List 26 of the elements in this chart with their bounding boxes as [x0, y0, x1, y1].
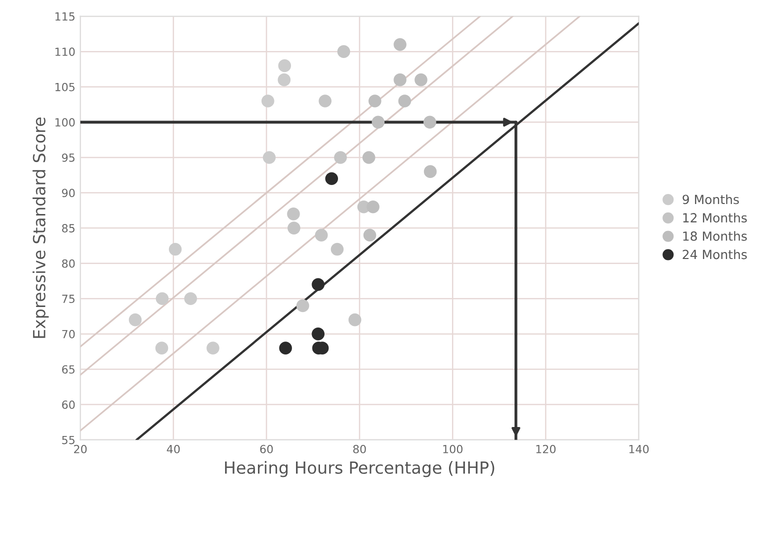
x-tick-label: 140	[629, 444, 649, 454]
x-tick-label: 60	[260, 444, 273, 454]
x-axis-title: Hearing Hours Percentage (HHP)	[225, 461, 494, 478]
legend-label: 24 Months	[682, 250, 747, 260]
y-tick-label: 80	[62, 259, 75, 268]
y-tick-label: 75	[62, 294, 74, 304]
y-tick-label: 95	[62, 153, 74, 162]
x-tick-label: 80	[353, 444, 366, 454]
legend-label: 9 Months	[682, 194, 739, 204]
legend-label: 18 Months	[683, 231, 747, 241]
x-tick-label: 120	[536, 444, 556, 454]
y-tick-label: 65	[62, 365, 74, 374]
y-tick-label: 110	[55, 48, 75, 56]
y-tick-label: 70	[62, 330, 75, 338]
y-tick-label: 85	[62, 224, 74, 232]
y-tick-label: 90	[62, 188, 75, 198]
y-tick-label: 55	[62, 436, 74, 444]
x-tick-label: 40	[166, 444, 180, 454]
y-tick-label: 60	[62, 400, 75, 409]
y-tick-label: 100	[55, 118, 75, 127]
y-tick-label: 105	[55, 82, 74, 92]
y-axis-title: Expressive Standard Score	[32, 117, 49, 338]
x-tick-label: 20	[74, 444, 87, 454]
y-tick-label: 115	[55, 12, 74, 21]
legend-label: 12 Months	[683, 212, 747, 223]
x-tick-label: 100	[443, 444, 462, 454]
